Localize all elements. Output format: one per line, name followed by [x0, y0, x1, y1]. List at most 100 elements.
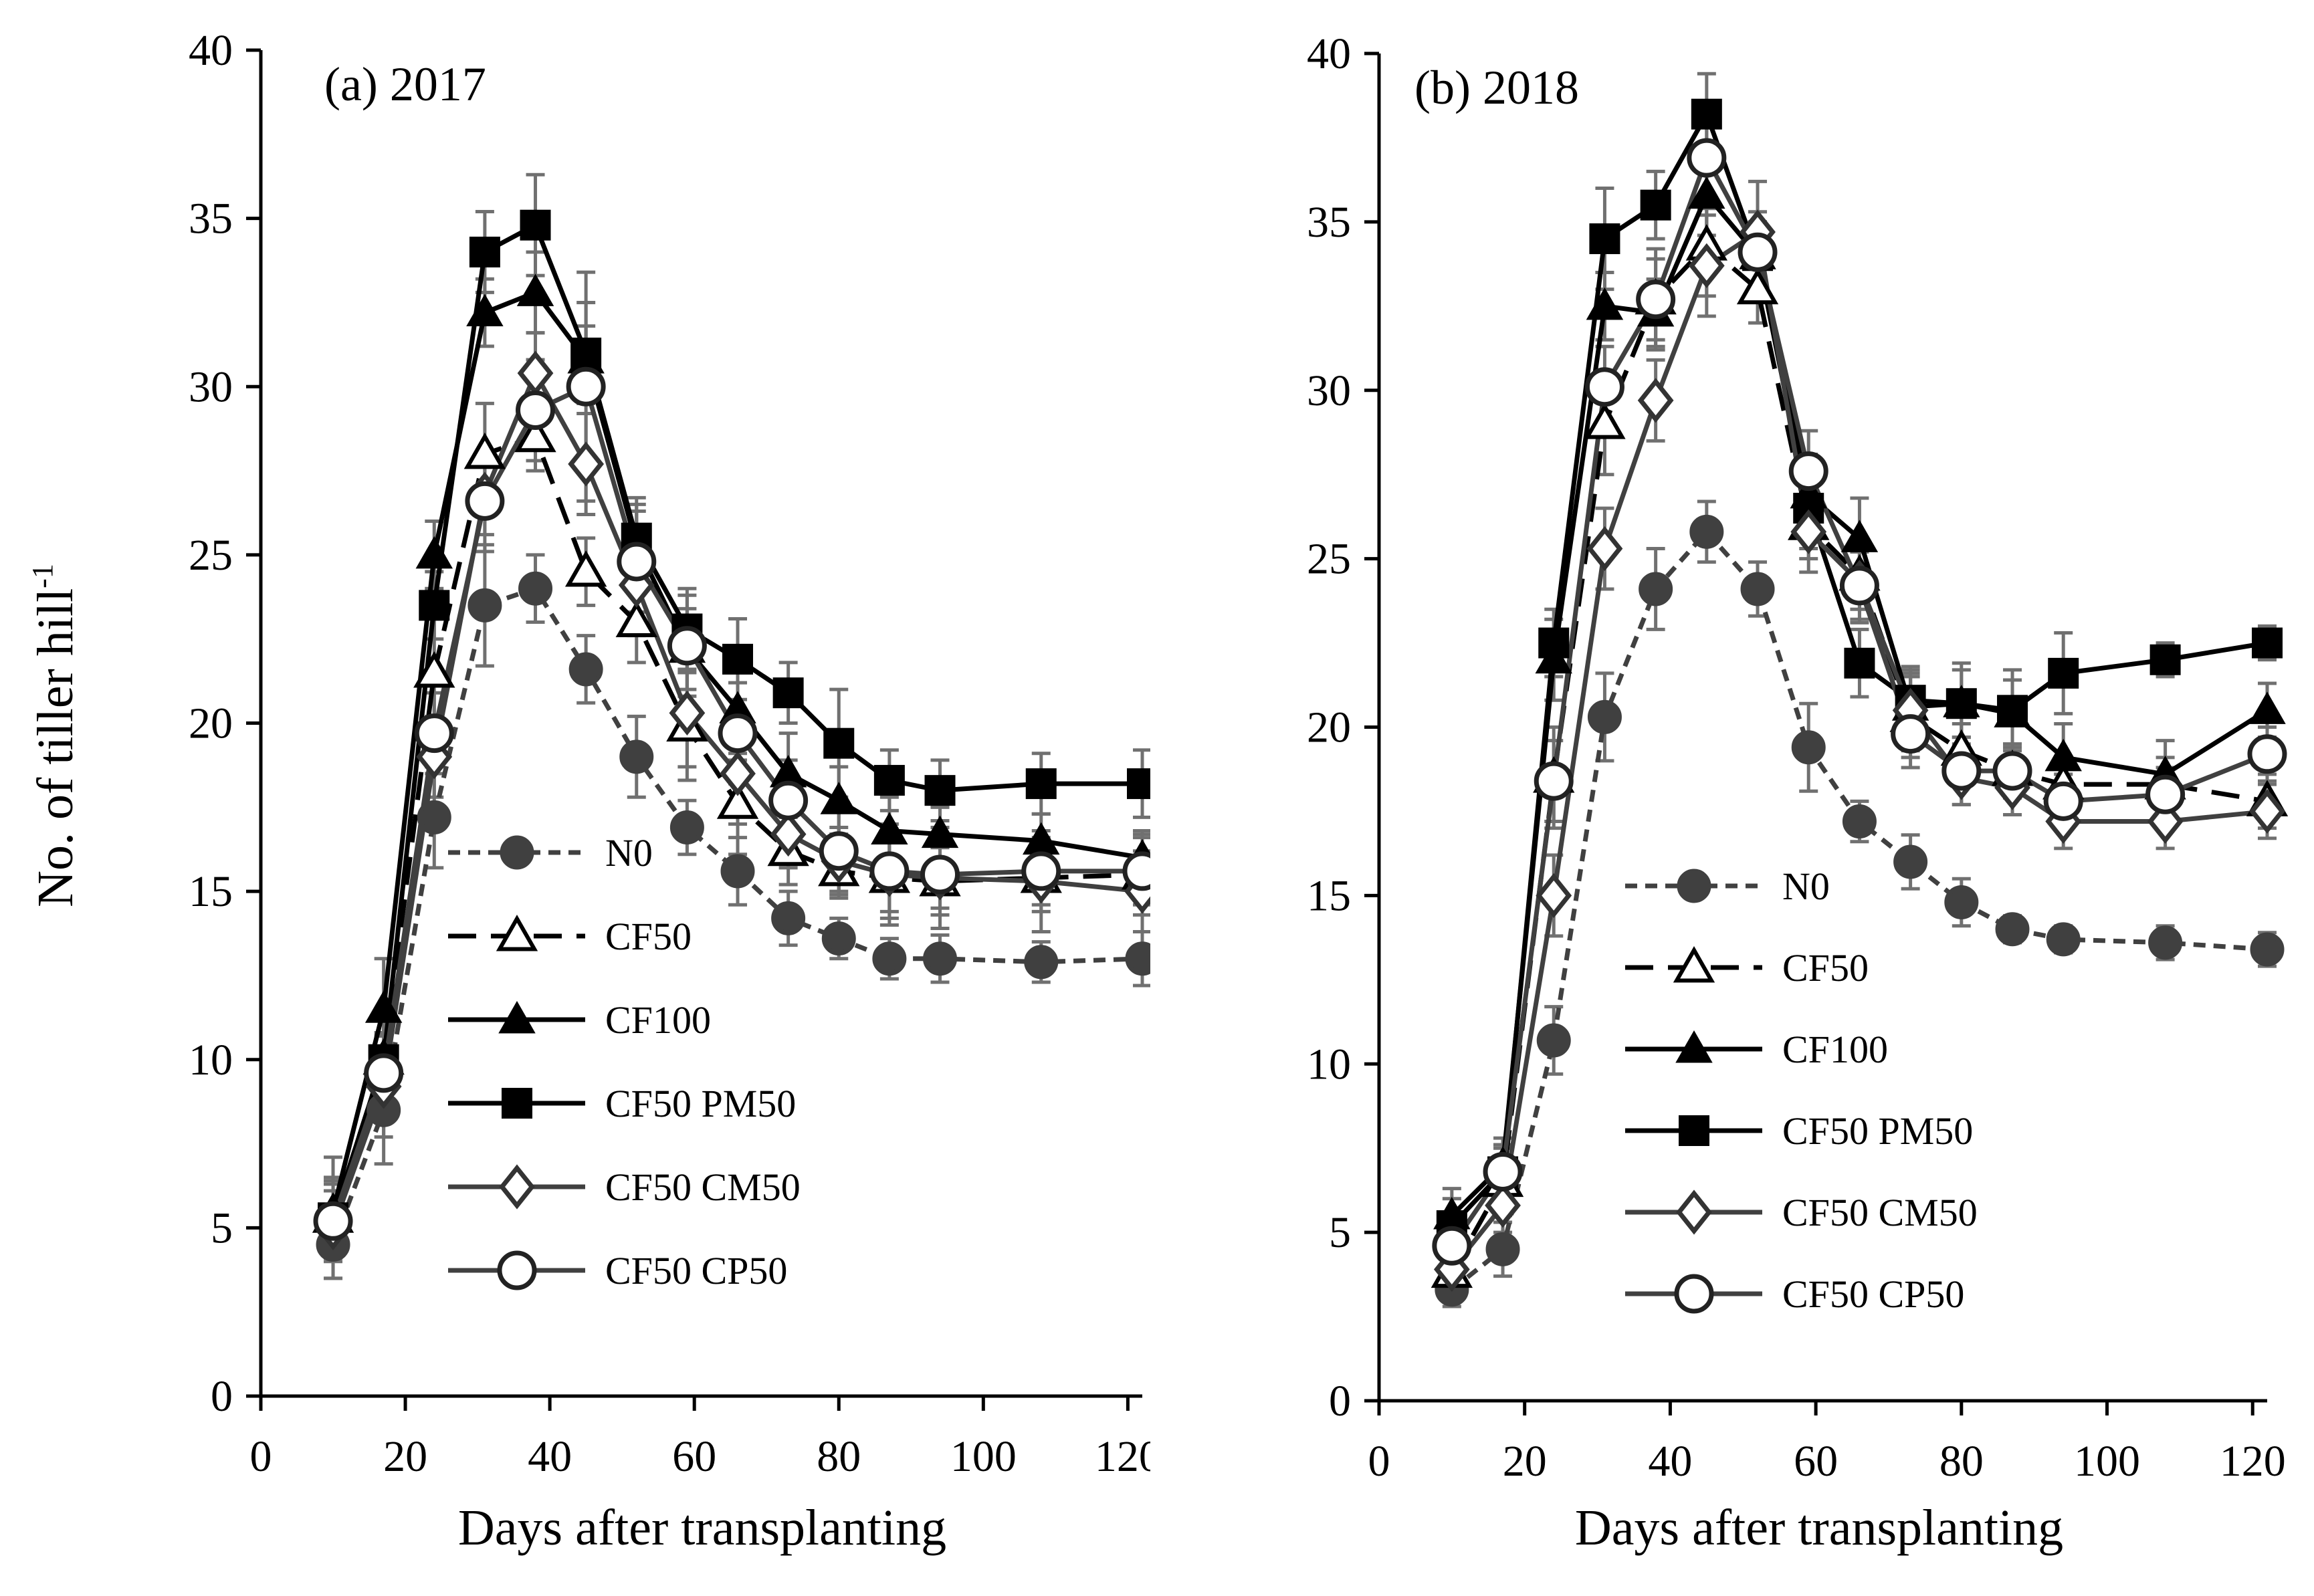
data-point	[768, 780, 809, 820]
data-point	[413, 651, 455, 688]
data-point	[1587, 699, 1622, 734]
series-b	[1431, 72, 2289, 1308]
data-point	[1839, 566, 1879, 606]
data-point	[1893, 844, 1928, 879]
y-tick-label: 0	[211, 1372, 233, 1421]
data-point	[516, 390, 556, 430]
data-point	[1534, 761, 1574, 801]
data-point	[1025, 768, 1057, 800]
data-point	[921, 815, 959, 848]
data-point	[722, 643, 754, 675]
data-point	[1639, 572, 1673, 606]
x-tick-label: 0	[250, 1432, 272, 1481]
data-point	[466, 294, 504, 327]
data-point	[364, 990, 403, 1023]
data-point	[1636, 279, 1676, 320]
data-point	[1941, 751, 1982, 791]
legend-marker	[1675, 1030, 1713, 1063]
legend-marker	[1677, 869, 1711, 903]
y-tick-label: 30	[189, 362, 233, 411]
data-point	[1997, 695, 2028, 726]
data-point	[415, 536, 453, 569]
x-tick-label: 20	[1503, 1437, 1547, 1486]
data-point	[419, 590, 450, 621]
y-tick-label: 20	[189, 699, 233, 748]
legend-label: N0	[605, 831, 653, 875]
data-point	[2149, 644, 2181, 675]
data-point	[469, 236, 500, 267]
legend-label: N0	[1782, 865, 1830, 908]
data-point	[414, 713, 454, 754]
y-axis-title-main: No. of tiller hill	[27, 588, 84, 907]
legend-a: N0 CF50 CF100 CF50 PM50 CF50 CM50 CF50 CP50	[448, 831, 801, 1292]
legend-marker	[1673, 945, 1715, 983]
data-point	[2145, 774, 2186, 814]
x-tick-label: 80	[817, 1432, 861, 1481]
series-a	[312, 173, 1150, 1280]
y-tick-label: 25	[1307, 535, 1351, 584]
data-point	[313, 1201, 353, 1241]
y-tick-label: 25	[189, 531, 233, 580]
data-point	[463, 432, 506, 469]
data-point	[716, 782, 759, 819]
data-point	[1790, 509, 1827, 554]
data-point	[1791, 730, 1826, 765]
data-point	[869, 851, 910, 891]
chart-panel-b: (b) 2018 Days after transplanting 0 5 10 15…	[1307, 29, 2289, 1556]
data-point	[1944, 885, 1979, 919]
data-point	[566, 366, 606, 407]
legend-label: CF50 CM50	[1782, 1191, 1978, 1234]
data-point	[1485, 1232, 1520, 1266]
data-point	[1021, 851, 1061, 891]
y-tick-label: 0	[1329, 1377, 1351, 1426]
data-point	[772, 677, 804, 709]
y-tick-label: 20	[1307, 703, 1351, 752]
data-point	[1538, 627, 1570, 659]
series-markers	[1432, 138, 2287, 1266]
y-axis-title-superscript: -1	[26, 564, 59, 588]
legend-label: CF100	[1782, 1028, 1888, 1071]
legend-marker	[1676, 1189, 1712, 1235]
data-point	[568, 441, 605, 487]
data-point	[669, 690, 706, 736]
data-point	[564, 550, 607, 587]
y-axis-title: No. of tiller hill-1	[26, 564, 84, 907]
data-point	[770, 811, 807, 857]
data-point	[517, 350, 554, 396]
data-point	[873, 765, 905, 796]
data-point	[820, 782, 857, 814]
data-point	[619, 739, 654, 774]
data-point	[1640, 189, 1671, 221]
data-point	[1688, 176, 1725, 209]
x-tick-label: 40	[528, 1432, 572, 1481]
data-point	[516, 273, 554, 306]
data-point	[1584, 367, 1624, 407]
data-point	[923, 941, 958, 976]
data-point	[2044, 738, 2082, 772]
legend-label: CF50 PM50	[605, 1082, 796, 1125]
series-markers	[313, 366, 1150, 1241]
legend-marker	[1679, 1115, 1709, 1146]
legend-label: CF50 CP50	[605, 1249, 787, 1292]
data-point	[819, 831, 859, 871]
axes-b: 0 5 10 15 20 25 30 35 40 0 20 40 60 80 100 120	[1307, 29, 2286, 1486]
data-point	[2043, 781, 2083, 821]
data-point	[467, 588, 502, 622]
data-point	[1125, 941, 1150, 976]
y-tick-label: 35	[189, 195, 233, 243]
data-point	[1589, 223, 1620, 255]
chart-panel-a: (a) 2017 Days after transplanting 0 5 10 15…	[189, 26, 1150, 1556]
x-tick-label: 100	[950, 1432, 1017, 1481]
data-point	[1483, 1151, 1523, 1191]
legend-b: N0 CF50 CF100 CF50 PM50 CF50 CM50 CF50 CP50	[1625, 865, 1978, 1316]
data-point	[1891, 714, 1931, 754]
y-tick-label: 15	[1307, 871, 1351, 920]
y-tick-label: 40	[189, 26, 233, 75]
error-bars	[1442, 152, 2277, 1244]
y-tick-label: 15	[189, 867, 233, 916]
y-tick-label: 10	[1307, 1040, 1351, 1089]
data-point	[871, 812, 908, 845]
legend-label: CF50	[605, 915, 692, 958]
data-point	[1687, 138, 1727, 178]
legend-marker	[496, 914, 538, 951]
